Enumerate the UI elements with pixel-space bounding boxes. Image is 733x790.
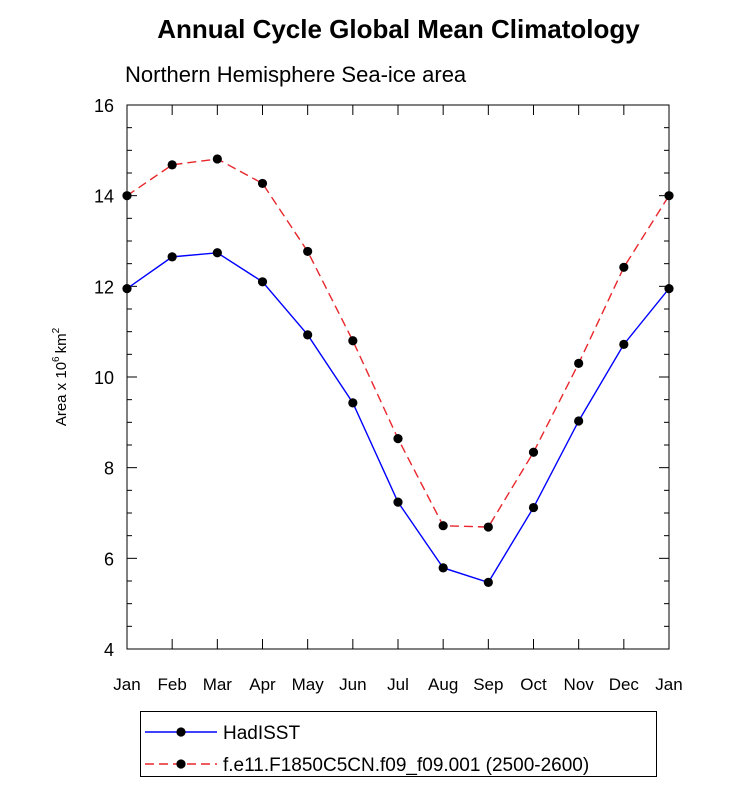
legend-label: f.e11.F1850C5CN.f09_f09.001 (2500-2600) (223, 755, 589, 776)
series-point (167, 252, 177, 262)
plot-frame (126, 104, 670, 650)
x-tick-label: Apr (249, 675, 276, 694)
series-point (483, 577, 493, 587)
x-tick-label: Jun (339, 675, 366, 694)
y-tick-label: 8 (104, 459, 114, 479)
x-tick-label: Jan (655, 675, 682, 694)
y-tick-labels: 4 6 8 10 12 14 16 (94, 96, 114, 660)
series-point (438, 563, 448, 573)
series-point (438, 521, 448, 531)
series-line (126, 252, 670, 584)
x-tick-label: Jul (387, 675, 409, 694)
series-point (664, 284, 674, 294)
series-point (574, 358, 584, 368)
series-point (257, 178, 268, 189)
legend-box (140, 711, 657, 777)
y-tick-label: 6 (104, 549, 114, 569)
y-tick-label: 4 (104, 640, 114, 660)
x-tick-label: Dec (609, 675, 640, 694)
series-point (393, 434, 403, 444)
y-axis-label-base: Area x 10 (53, 362, 70, 426)
x-tick-label: Aug (428, 675, 458, 694)
y-tick-label: 14 (94, 187, 114, 207)
chart-subtitle: Northern Hemisphere Sea-ice area (125, 62, 467, 87)
legend-marker (176, 727, 186, 737)
legend-label: HadISST (223, 723, 300, 744)
x-tick-label: Oct (520, 675, 547, 694)
x-tick-label: Feb (158, 675, 187, 694)
y-tick-label: 10 (94, 368, 114, 388)
series-point (348, 398, 358, 408)
series-point (574, 416, 584, 426)
series-point (122, 191, 132, 201)
series-point (122, 284, 132, 294)
series-point (348, 336, 358, 346)
series-point (664, 191, 674, 201)
y-axis-label-unit: km (53, 333, 70, 353)
series-point (257, 277, 268, 287)
y-axis-label-exp: 6 (51, 356, 62, 362)
series-point (483, 522, 493, 532)
legend-marker (176, 759, 186, 769)
x-tick-label: Sep (473, 675, 503, 694)
x-tick-label: Jan (113, 675, 140, 694)
series-point (393, 497, 403, 507)
series-point (212, 154, 222, 164)
series-point (303, 330, 313, 340)
series-point (528, 447, 539, 457)
axis-ticks (126, 104, 670, 650)
x-tick-label: Nov (564, 675, 595, 694)
y-axis-label: Area x 106 km2 (51, 327, 70, 426)
series-point (303, 246, 313, 257)
series-line (126, 158, 670, 528)
series-point (528, 502, 539, 513)
chart-title: Annual Cycle Global Mean Climatology (157, 14, 640, 44)
series-point (619, 262, 629, 272)
series-point (619, 339, 629, 349)
series-point (167, 160, 177, 170)
series-point (212, 248, 222, 258)
x-tick-label: May (292, 675, 325, 694)
x-tick-labels: Jan Feb Mar Apr May Jun Jul Aug Sep Oct Nov Dec Jan (113, 675, 682, 694)
legend: HadISST f.e11.F1850C5CN.f09_f09.001 (2500… (145, 723, 589, 776)
series-group (122, 154, 674, 587)
y-axis-label-unit-exp: 2 (51, 327, 62, 333)
y-tick-label: 12 (94, 277, 114, 297)
x-tick-label: Mar (203, 675, 233, 694)
y-tick-label: 16 (94, 96, 114, 116)
